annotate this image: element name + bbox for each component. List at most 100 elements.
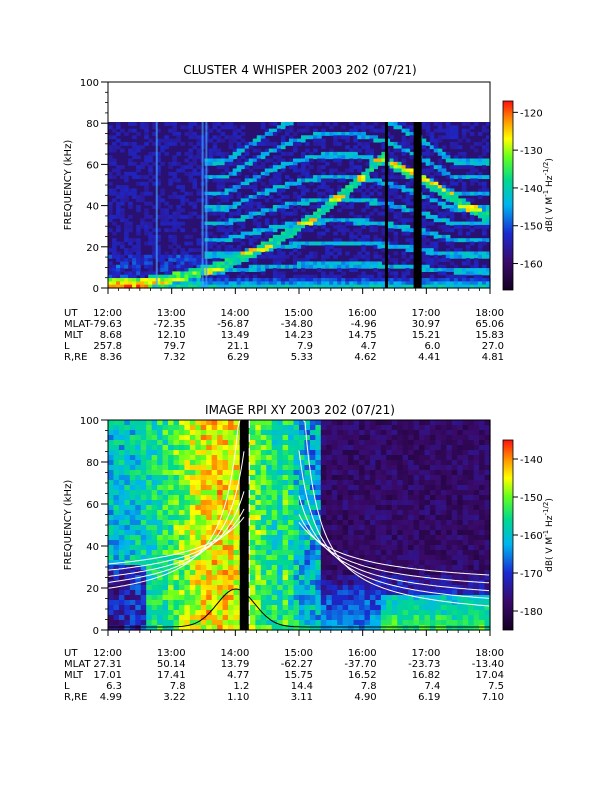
spectrogram-cell <box>425 141 431 146</box>
spectrogram-cell <box>132 135 137 140</box>
spectrogram-cell <box>116 185 121 189</box>
spectrogram-cell <box>152 254 157 259</box>
spectrogram-cell <box>309 221 314 226</box>
y-tick-label: 60 <box>86 160 99 171</box>
spectrogram-cell <box>146 495 153 501</box>
spectrogram-cell <box>168 238 173 243</box>
spectrogram-cell <box>365 141 370 146</box>
spectrogram-cell <box>485 221 491 226</box>
spectrogram-cell <box>240 218 246 223</box>
spectrogram-cell <box>320 455 327 461</box>
spectrogram-cell <box>309 545 316 551</box>
spectrogram-cell <box>373 135 379 140</box>
spectrogram-cell <box>409 191 415 196</box>
spectrogram-cell <box>136 284 141 289</box>
spectrogram-cell <box>195 470 202 476</box>
spectrogram-cell <box>260 165 266 170</box>
spectrogram-cell <box>457 165 463 170</box>
spectrogram-cell <box>349 122 354 126</box>
spectrogram-cell <box>206 550 213 556</box>
spectrogram-cell <box>180 165 185 170</box>
spectrogram-cell <box>401 185 407 189</box>
spectrogram-cell <box>369 575 376 581</box>
spectrogram-cell <box>309 610 316 616</box>
spectrogram-cell <box>144 191 149 196</box>
spectrogram-cell <box>148 238 153 243</box>
spectrogram-cell <box>280 141 286 146</box>
spectrogram-cell <box>157 540 164 546</box>
spectrogram-cell <box>453 224 459 229</box>
spectrogram-cell <box>168 575 175 581</box>
spectrogram-cell <box>195 590 202 596</box>
spectrogram-cell <box>296 122 302 126</box>
spectrogram-cell <box>288 460 295 466</box>
spectrogram-cell <box>195 475 202 481</box>
spectrogram-cell <box>206 520 213 526</box>
spectrogram-cell <box>337 625 344 631</box>
spectrogram-cell <box>481 278 487 282</box>
spectrogram-cell <box>461 158 467 163</box>
spectrogram-cell <box>264 188 270 193</box>
spectrogram-cell <box>369 420 376 426</box>
spectrogram-cell <box>256 175 262 180</box>
spectrogram-cell <box>304 580 311 586</box>
spectrogram-cell <box>140 515 147 521</box>
spectrogram-cell <box>113 580 120 586</box>
spectrogram-cell <box>256 244 262 249</box>
spectrogram-cell <box>276 264 282 269</box>
spectrogram-cell <box>184 445 191 451</box>
spectrogram-cell <box>164 141 169 146</box>
spectrogram-cell <box>157 495 164 501</box>
spectrogram-cell <box>321 281 326 286</box>
spectrogram-cell <box>124 281 129 286</box>
spectrogram-cell <box>178 520 185 526</box>
spectrogram-cell <box>272 175 278 180</box>
spectrogram-cell <box>309 585 316 591</box>
spectrogram-cell <box>252 195 258 199</box>
spectrogram-cell <box>208 158 214 163</box>
spectrogram-cell <box>349 185 354 189</box>
spectrogram-cell <box>445 128 451 133</box>
spectrogram-cell <box>337 241 342 246</box>
spectrogram-cell <box>326 485 333 491</box>
spectrogram-cell <box>272 224 278 229</box>
spectrogram-cell <box>437 214 443 219</box>
spectrogram-cell <box>377 271 383 276</box>
spectrogram-cell <box>178 585 185 591</box>
spectrogram-cell <box>172 171 177 176</box>
spectrogram-cell <box>333 198 338 203</box>
spectrogram-cell <box>216 158 222 163</box>
spectrogram-cell <box>305 171 310 176</box>
spectrogram-cell <box>264 221 270 226</box>
spectrogram-cell <box>217 525 224 531</box>
spectrogram-cell <box>195 560 202 566</box>
spectrogram-cell <box>337 251 342 256</box>
spectrogram-cell <box>348 515 355 521</box>
spectrogram-cell <box>148 264 153 269</box>
spectrogram-cell <box>128 224 133 229</box>
spectrogram-cell <box>113 465 120 471</box>
spectrogram-cell <box>184 425 191 431</box>
spectrogram-cell <box>315 525 322 531</box>
spectrogram-cell <box>276 274 282 279</box>
spectrogram-cell <box>140 580 147 586</box>
spectrogram-cell <box>282 560 289 566</box>
spectrogram-cell <box>184 545 191 551</box>
spectrogram-cell <box>264 191 270 196</box>
spectrogram-cell <box>331 490 338 496</box>
spectrogram-cell <box>276 171 282 176</box>
spectrogram-cell <box>172 211 177 216</box>
spectrogram-cell <box>304 435 311 441</box>
spectrogram-cell <box>118 420 125 426</box>
spectrogram-cell <box>206 560 213 566</box>
spectrogram-cell <box>357 158 362 163</box>
spectrogram-cell <box>292 268 298 272</box>
spectrogram-cell <box>288 445 295 451</box>
spectrogram-cell <box>342 520 349 526</box>
spectrogram-cell <box>357 148 362 153</box>
spectrogram-cell <box>477 181 483 186</box>
spectrogram-cell <box>129 605 136 611</box>
spectrogram-cell <box>320 535 327 541</box>
spectrogram-cell <box>357 221 362 226</box>
spectrogram-cell <box>240 258 246 263</box>
